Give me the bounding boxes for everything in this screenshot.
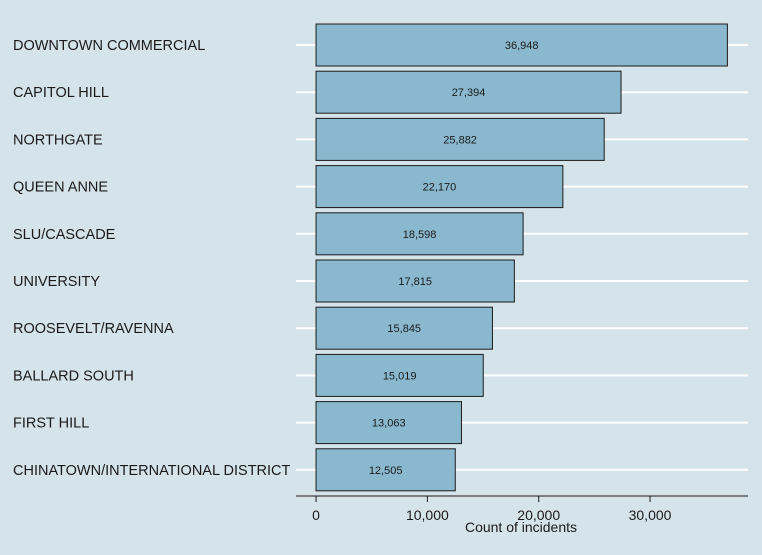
bar-value-label: 27,394 [452,87,486,99]
bar-value-label: 36,948 [505,40,539,52]
category-label: CAPITOL HILL [13,85,109,101]
x-axis: 0 10,000 20,000 30,000 [296,495,748,523]
category-label: QUEEN ANNE [13,180,108,196]
category-label: CHINATOWN/INTERNATIONAL DISTRICT [13,463,291,479]
category-label: NORTHGATE [13,132,103,148]
bar [315,259,515,303]
bar [315,212,524,256]
bar [315,165,564,209]
x-axis-label: Count of incidents [465,519,577,535]
x-tick-label: 30,000 [629,507,672,523]
bar-value-label: 12,505 [369,465,403,477]
bar [315,117,605,161]
x-tick-label: 0 [312,507,320,523]
bar-value-label: 15,845 [387,323,421,335]
bar-value-label: 18,598 [403,229,437,241]
x-tick-label: 20,000 [517,507,560,523]
x-tick-label: 10,000 [406,507,449,523]
bar-value-label: 22,170 [423,182,457,194]
category-label: DOWNTOWN COMMERCIAL [13,38,205,54]
bar [315,70,622,114]
bar-value-label: 17,815 [398,276,432,288]
category-label: SLU/CASCADE [13,227,116,243]
category-label: FIRST HILL [13,416,89,432]
bar [315,448,456,492]
bar-value-label: 25,882 [443,134,477,146]
bar-value-label: 13,063 [372,418,406,430]
category-label: BALLARD SOUTH [13,368,134,384]
bar [315,353,484,397]
category-label: UNIVERSITY [13,274,100,290]
bar-value-label: 15,019 [383,370,417,382]
category-labels: DOWNTOWN COMMERCIAL CAPITOL HILL NORTHGATE… [13,38,291,479]
bar [315,23,728,67]
bar [315,401,462,445]
category-label: ROOSEVELT/RAVENNA [13,321,174,337]
bars: 36,948 27,394 25,882 22,170 18,598 17,815 15,8… [315,23,728,492]
bar [315,306,493,350]
